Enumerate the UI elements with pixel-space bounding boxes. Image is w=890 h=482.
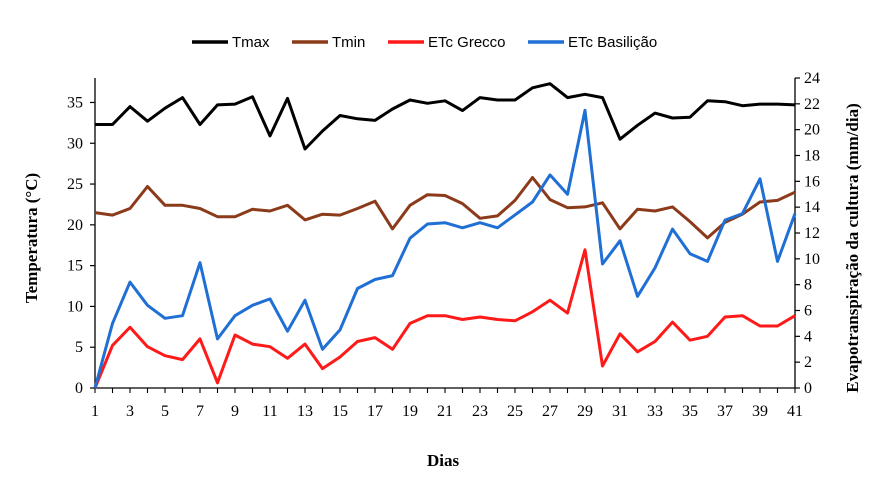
series-line-tmax	[95, 82, 796, 151]
x-tick-label: 41	[787, 403, 803, 420]
series-line-etc-grecco	[93, 248, 796, 389]
left-tick-label: 10	[67, 298, 83, 315]
x-tick-label: 11	[262, 403, 277, 420]
x-tick-labels: 1 3 5 7 9 11 13 15 17 19 21 23 25 27 29 31 33 35 37 39 41	[91, 403, 803, 420]
x-tick-label: 35	[682, 403, 698, 420]
left-y-axis-title: Temperatura (°C)	[22, 173, 41, 303]
x-tick-label: 21	[437, 403, 453, 420]
right-tick-label: 24	[804, 70, 820, 87]
x-tick-label: 5	[161, 403, 169, 420]
x-tick-label: 15	[332, 403, 348, 420]
x-tick-label: 1	[91, 403, 99, 420]
legend-label: Tmin	[332, 34, 365, 51]
x-tick-label: 9	[231, 403, 239, 420]
legend: Tmax Tmin ETc Grecco ETc Basilição	[192, 34, 657, 51]
x-tick-label: 29	[577, 403, 593, 420]
left-tick-label: 0	[75, 380, 83, 397]
right-tick-label: 0	[804, 380, 812, 397]
right-tick-label: 10	[804, 251, 820, 268]
x-axis-title: Dias	[427, 451, 460, 470]
x-tick-label: 27	[542, 403, 558, 420]
legend-label: ETc Basilição	[568, 34, 657, 51]
series-line-tmin	[94, 176, 796, 240]
left-tick-label: 5	[75, 339, 83, 356]
right-tick-label: 8	[804, 277, 812, 294]
left-tick-label: 20	[67, 217, 83, 234]
right-tick-label: 22	[804, 96, 820, 113]
x-tick-label: 7	[196, 403, 204, 420]
x-tick-label: 23	[472, 403, 488, 420]
legend-label: Tmax	[232, 34, 270, 51]
legend-label: ETc Grecco	[428, 34, 506, 51]
right-tick-label: 2	[804, 354, 812, 371]
left-tick-label: 25	[67, 176, 83, 193]
x-tick-label: 33	[647, 403, 663, 420]
right-tick-label: 14	[804, 199, 820, 216]
left-tick-labels: 0 5 10 15 20 25 30 35	[67, 94, 83, 397]
x-tick-label: 25	[507, 403, 523, 420]
series-line-etc-basili-o	[93, 108, 797, 389]
x-tick-label: 3	[126, 403, 134, 420]
left-tick-label: 15	[67, 258, 83, 275]
right-tick-label: 20	[804, 122, 820, 139]
x-tick-label: 13	[297, 403, 313, 420]
x-tick-label: 19	[402, 403, 418, 420]
plot-axes	[90, 77, 800, 393]
right-tick-label: 12	[804, 225, 820, 242]
series-lines	[93, 82, 797, 389]
right-tick-label: 18	[804, 148, 820, 165]
right-tick-label: 4	[804, 328, 812, 345]
right-tick-label: 16	[804, 173, 820, 190]
right-y-axis-title: Evapotranspiração da cultura (mm/dia)	[843, 103, 862, 392]
left-tick-label: 30	[67, 135, 83, 152]
x-tick-label: 31	[612, 403, 628, 420]
left-tick-label: 35	[67, 94, 83, 111]
x-tick-label: 17	[367, 403, 383, 420]
right-tick-label: 6	[804, 303, 812, 320]
x-tick-label: 37	[717, 403, 733, 420]
x-tick-label: 39	[752, 403, 768, 420]
